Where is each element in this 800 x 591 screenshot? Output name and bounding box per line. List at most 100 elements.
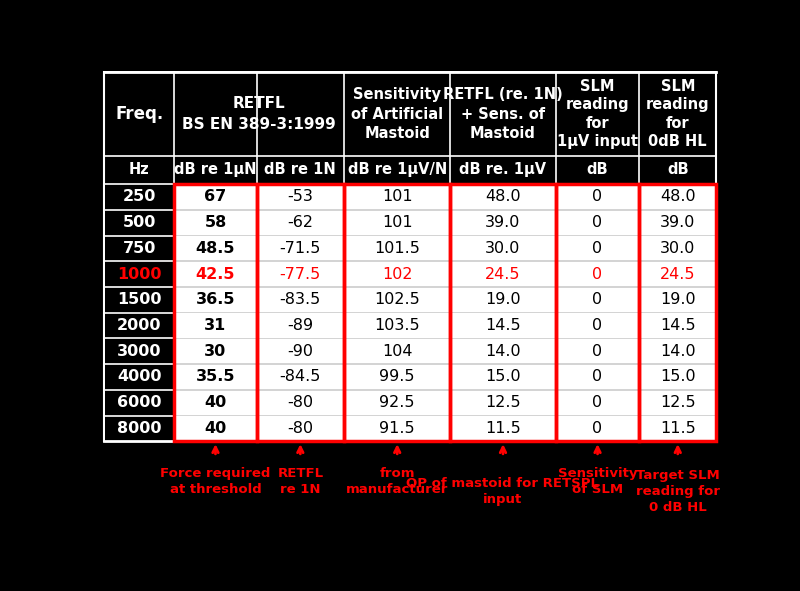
Text: 40: 40 xyxy=(204,395,226,410)
Bar xyxy=(345,339,450,363)
Text: Target SLM
reading for
0 dB HL: Target SLM reading for 0 dB HL xyxy=(636,469,720,514)
Bar xyxy=(258,339,343,363)
Text: 1500: 1500 xyxy=(117,293,162,307)
Text: 30.0: 30.0 xyxy=(660,241,695,256)
Text: 35.5: 35.5 xyxy=(196,369,235,385)
Bar xyxy=(174,184,257,441)
Bar xyxy=(258,262,343,286)
Bar xyxy=(257,184,344,441)
Text: RETFL
re 1N: RETFL re 1N xyxy=(278,467,323,496)
Bar xyxy=(557,236,638,261)
Bar xyxy=(175,365,256,389)
Text: 102.5: 102.5 xyxy=(374,293,420,307)
Text: dB re 1μN: dB re 1μN xyxy=(174,163,257,177)
Text: 24.5: 24.5 xyxy=(660,267,695,282)
Bar xyxy=(175,262,256,286)
Bar xyxy=(258,313,343,337)
Text: 58: 58 xyxy=(204,215,226,230)
Text: 15.0: 15.0 xyxy=(660,369,695,385)
Bar xyxy=(345,236,450,261)
Text: 750: 750 xyxy=(122,241,156,256)
Text: 1000: 1000 xyxy=(117,267,162,282)
Text: 103.5: 103.5 xyxy=(374,318,420,333)
Bar xyxy=(640,185,715,209)
Bar xyxy=(451,391,555,415)
Bar xyxy=(640,365,715,389)
Bar xyxy=(451,185,555,209)
Bar xyxy=(640,391,715,415)
Bar xyxy=(175,210,256,235)
Bar xyxy=(258,391,343,415)
Bar xyxy=(556,184,639,441)
Bar xyxy=(175,339,256,363)
Bar xyxy=(557,262,638,286)
Bar xyxy=(640,339,715,363)
Text: 36.5: 36.5 xyxy=(196,293,235,307)
Text: Freq.: Freq. xyxy=(115,105,163,123)
Text: dB: dB xyxy=(586,163,608,177)
Bar xyxy=(345,185,450,209)
Bar xyxy=(557,313,638,337)
Bar xyxy=(105,416,174,440)
Text: from
manufacturer: from manufacturer xyxy=(346,467,449,496)
Bar xyxy=(345,262,450,286)
Bar xyxy=(557,365,638,389)
Bar xyxy=(175,391,256,415)
Text: Sensitivity
of Artificial
Mastoid: Sensitivity of Artificial Mastoid xyxy=(351,87,443,141)
Text: 0: 0 xyxy=(593,421,602,436)
Text: -80: -80 xyxy=(287,395,314,410)
Text: dB: dB xyxy=(667,163,689,177)
Text: 48.0: 48.0 xyxy=(485,190,521,204)
Text: 48.0: 48.0 xyxy=(660,190,695,204)
Bar xyxy=(557,210,638,235)
Text: 2000: 2000 xyxy=(117,318,162,333)
Bar xyxy=(105,210,174,235)
Text: -83.5: -83.5 xyxy=(280,293,321,307)
Text: Hz: Hz xyxy=(129,163,150,177)
Bar xyxy=(640,313,715,337)
Bar xyxy=(258,365,343,389)
Bar xyxy=(175,236,256,261)
Bar xyxy=(640,288,715,312)
Bar xyxy=(557,185,638,209)
Bar xyxy=(258,210,343,235)
Text: 91.5: 91.5 xyxy=(379,421,415,436)
Text: 39.0: 39.0 xyxy=(486,215,521,230)
Bar xyxy=(451,365,555,389)
Text: RETFL (re. 1N)
+ Sens. of
Mastoid: RETFL (re. 1N) + Sens. of Mastoid xyxy=(443,87,563,141)
Bar xyxy=(175,313,256,337)
Text: 15.0: 15.0 xyxy=(485,369,521,385)
Bar xyxy=(640,236,715,261)
Bar xyxy=(345,391,450,415)
Text: 42.5: 42.5 xyxy=(196,267,235,282)
Text: 14.0: 14.0 xyxy=(485,344,521,359)
Bar xyxy=(175,416,256,440)
Text: -71.5: -71.5 xyxy=(280,241,321,256)
Text: 39.0: 39.0 xyxy=(660,215,695,230)
Bar xyxy=(557,416,638,440)
Bar xyxy=(557,339,638,363)
Text: -53: -53 xyxy=(287,190,314,204)
Text: -84.5: -84.5 xyxy=(280,369,321,385)
Text: 31: 31 xyxy=(204,318,226,333)
Text: 3000: 3000 xyxy=(117,344,162,359)
Bar xyxy=(258,288,343,312)
Bar xyxy=(105,365,174,389)
Text: 11.5: 11.5 xyxy=(485,421,521,436)
Text: 102: 102 xyxy=(382,267,413,282)
Bar xyxy=(345,416,450,440)
Text: dB re 1μV/N: dB re 1μV/N xyxy=(347,163,447,177)
Text: -80: -80 xyxy=(287,421,314,436)
Text: 0: 0 xyxy=(593,395,602,410)
Text: SLM
reading
for
1μV input: SLM reading for 1μV input xyxy=(557,79,638,150)
Text: OP of mastoid for RETSPL
input: OP of mastoid for RETSPL input xyxy=(406,477,599,506)
Text: 67: 67 xyxy=(204,190,226,204)
Bar xyxy=(451,236,555,261)
Text: 99.5: 99.5 xyxy=(379,369,415,385)
Bar xyxy=(450,184,556,441)
Text: 14.0: 14.0 xyxy=(660,344,695,359)
Text: 19.0: 19.0 xyxy=(660,293,695,307)
Text: 101.5: 101.5 xyxy=(374,241,420,256)
Text: dB re 1N: dB re 1N xyxy=(265,163,336,177)
Text: 4000: 4000 xyxy=(117,369,162,385)
